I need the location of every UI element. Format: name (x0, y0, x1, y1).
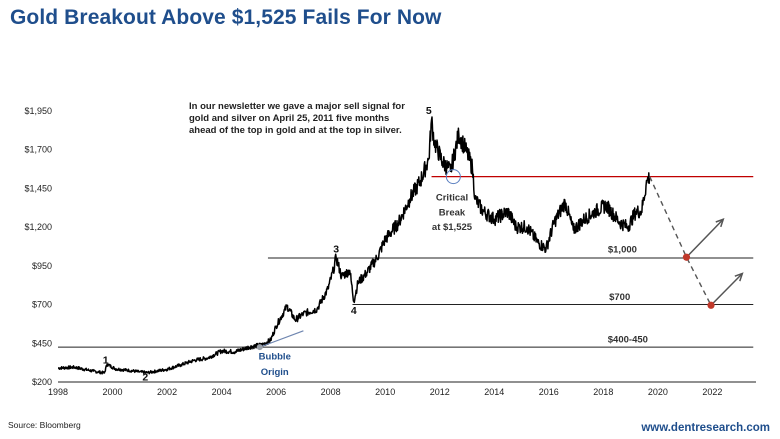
chart-annotation: Bubble (259, 352, 291, 363)
x-tick-label: 2010 (375, 387, 395, 397)
chart-title: Gold Breakout Above $1,525 Fails For Now (10, 6, 442, 29)
rebound-arrow-head (734, 272, 744, 282)
target-dot (682, 253, 691, 261)
x-tick-label: 2012 (430, 387, 450, 397)
rebound-arrow-head (715, 218, 725, 228)
x-tick-label: 2002 (157, 387, 177, 397)
chart-annotation: $700 (609, 292, 630, 303)
wave-label: 2 (142, 371, 148, 383)
y-tick-label: $450 (32, 338, 52, 348)
newsletter-note: In our newsletter we gave a major sell s… (189, 101, 405, 136)
rebound-arrow-line (710, 272, 743, 306)
overlay-layer (256, 169, 744, 351)
rebound-arrow-line (685, 218, 724, 258)
label-layer: 1 2 3 4 5 Critical Break at $1,525 $1,000 $700 $40… (103, 105, 648, 384)
chart-annotation: $1,000 (608, 245, 637, 256)
chart-annotation: $400-450 (608, 334, 648, 345)
wave-label: 1 (103, 354, 109, 366)
x-tick-label: 2016 (539, 387, 559, 397)
x-tick-label: 1998 (48, 387, 68, 397)
grid-layer (58, 175, 754, 348)
wave-label: 5 (426, 105, 432, 117)
source-label: Source: Bloomberg (8, 420, 81, 430)
y-tick-label: $700 (32, 300, 52, 310)
y-tick-label: $1,450 (24, 183, 52, 193)
x-tick-label: 2000 (103, 387, 123, 397)
chart-annotation: Critical (436, 193, 468, 204)
x-tick-label: 2018 (593, 387, 613, 397)
y-tick-label: $1,950 (24, 106, 52, 116)
wave-label: 3 (333, 244, 339, 256)
chart-annotation: Break (439, 207, 466, 218)
wave-label: 4 (351, 305, 357, 317)
website-link[interactable]: www.dentresearch.com (641, 422, 770, 434)
y-tick-label: $950 (32, 261, 52, 271)
bubble-trend-line (259, 330, 304, 348)
x-tick-label: 2006 (266, 387, 286, 397)
x-tick-label: 2020 (648, 387, 668, 397)
bubble-origin-dot (256, 344, 263, 351)
chart-annotation: Origin (261, 367, 289, 378)
x-tick-label: 2008 (321, 387, 341, 397)
x-tick-label: 2022 (702, 387, 722, 397)
y-tick-label: $200 (32, 377, 52, 387)
projection-line (649, 176, 712, 306)
price-line (57, 116, 651, 375)
x-tick-label: 2004 (212, 387, 232, 397)
y-tick-label: $1,200 (24, 222, 52, 232)
axes-layer: $200 $450 $700 $950 $1,200 $1,450 $1,700 $1,950… (24, 106, 756, 397)
break-circle-marker (445, 169, 461, 185)
y-tick-label: $1,700 (24, 145, 52, 155)
chart-annotation: at $1,525 (432, 222, 473, 233)
price-layer (57, 116, 651, 375)
target-dot (707, 301, 715, 309)
x-tick-label: 2014 (484, 387, 504, 397)
